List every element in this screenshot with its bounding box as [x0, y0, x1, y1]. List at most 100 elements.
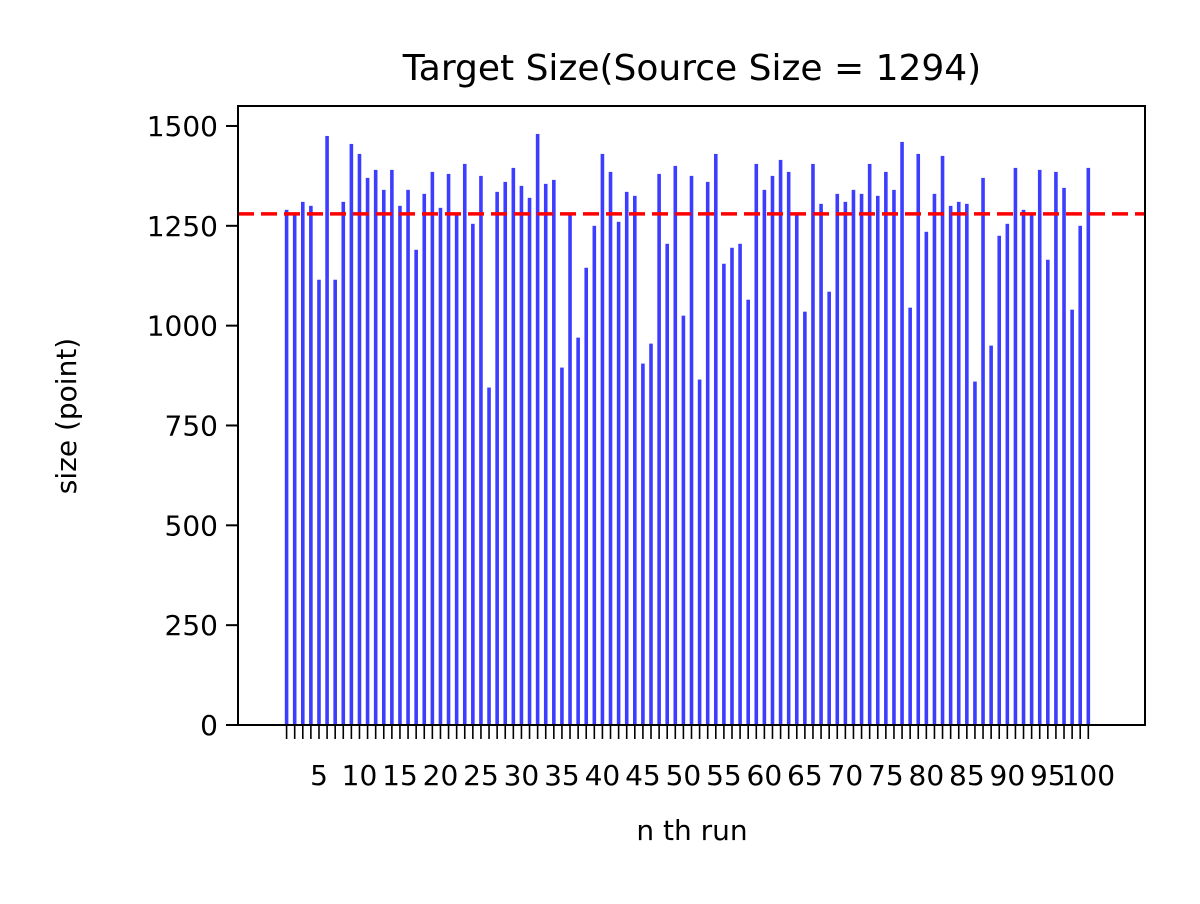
- bar-57: [738, 243, 742, 725]
- bar-75: [884, 171, 888, 725]
- bar-17: [414, 249, 418, 725]
- bar-58: [746, 299, 750, 725]
- x-tick-label-70: 70: [828, 759, 864, 792]
- bar-27: [495, 191, 499, 726]
- bar-88: [989, 345, 993, 725]
- x-tick-label-5: 5: [310, 759, 328, 792]
- bar-77: [900, 141, 904, 725]
- bar-80: [924, 231, 929, 726]
- bar-86: [973, 381, 977, 725]
- y-axis-label: size (point): [50, 338, 83, 494]
- y-tick-label-0: 0: [200, 709, 218, 742]
- bar-37: [576, 337, 580, 725]
- bars: [284, 133, 1091, 726]
- bar-59: [754, 163, 759, 725]
- x-tick-label-20: 20: [423, 759, 459, 792]
- bar-99: [1078, 225, 1083, 725]
- x-tick-label-80: 80: [909, 759, 945, 792]
- bar-5: [317, 279, 321, 725]
- x-tick-label-55: 55: [706, 759, 742, 792]
- bar-42: [616, 221, 621, 725]
- y-axis-ticks: 0 250 500 750 1000 1250 1500: [147, 110, 238, 742]
- y-tick-label-500: 500: [165, 509, 218, 542]
- bar-26: [487, 387, 491, 725]
- bar-24: [471, 223, 475, 725]
- bar-91: [1013, 167, 1018, 725]
- bar-33: [543, 183, 548, 725]
- bar-4: [309, 205, 313, 726]
- y-tick-label-250: 250: [165, 609, 218, 642]
- x-tick-label-45: 45: [625, 759, 661, 792]
- bar-10: [357, 153, 362, 726]
- bar-92: [1021, 209, 1026, 725]
- x-tick-label-60: 60: [747, 759, 783, 792]
- bar-6: [325, 135, 329, 725]
- x-tick-label-100: 100: [1062, 759, 1115, 792]
- bar-94: [1037, 169, 1042, 725]
- bar-78: [908, 307, 912, 725]
- bar-83: [948, 205, 953, 726]
- bar-30: [519, 185, 524, 725]
- bar-16: [406, 189, 410, 726]
- bar-29: [511, 167, 516, 725]
- bar-55: [722, 263, 726, 725]
- x-axis-label: n th run: [636, 814, 747, 847]
- bar-70: [843, 201, 848, 726]
- bar-47: [657, 173, 661, 725]
- bar-54: [713, 153, 718, 726]
- x-tick-label-25: 25: [463, 759, 499, 792]
- bar-23: [462, 163, 467, 725]
- bar-72: [859, 193, 864, 726]
- bar-3: [300, 201, 305, 726]
- x-tick-label-95: 95: [1030, 759, 1066, 792]
- bar-48: [665, 243, 670, 725]
- x-tick-label-30: 30: [504, 759, 540, 792]
- bar-96: [1054, 171, 1058, 725]
- bar-50: [681, 315, 686, 725]
- bar-76: [892, 189, 896, 726]
- bar-19: [430, 171, 435, 725]
- bar-31: [527, 197, 532, 726]
- bar-95: [1046, 259, 1050, 725]
- bar-2: [292, 213, 297, 725]
- bar-46: [649, 343, 653, 725]
- x-tick-label-85: 85: [949, 759, 985, 792]
- bar-32: [535, 133, 540, 725]
- bar-53: [705, 181, 710, 725]
- bar-45: [641, 363, 645, 725]
- plot-frame: [237, 105, 1146, 726]
- bar-43: [624, 191, 629, 726]
- bar-67: [819, 203, 823, 726]
- bar-56: [730, 247, 734, 725]
- bar-84: [956, 201, 961, 726]
- bar-11: [365, 177, 370, 725]
- bar-85: [965, 203, 969, 726]
- bar-64: [794, 213, 799, 725]
- bar-39: [592, 225, 597, 725]
- x-tick-label-90: 90: [990, 759, 1026, 792]
- bar-18: [422, 193, 427, 726]
- bar-71: [851, 189, 856, 726]
- y-tick-label-1500: 1500: [147, 110, 218, 143]
- x-tick-label-35: 35: [544, 759, 580, 792]
- bar-63: [786, 171, 791, 725]
- y-tick-label-750: 750: [165, 409, 218, 442]
- y-tick-label-1000: 1000: [147, 310, 218, 343]
- x-tick-label-15: 15: [382, 759, 418, 792]
- bar-73: [867, 163, 872, 725]
- chart-title: Target Size(Source Size = 1294): [402, 48, 981, 89]
- bar-7: [333, 279, 337, 725]
- bar-40: [600, 153, 605, 726]
- bar-28: [503, 181, 508, 725]
- bar-38: [584, 267, 589, 725]
- x-tick-label-75: 75: [868, 759, 904, 792]
- bar-79: [916, 153, 921, 726]
- bar-21: [446, 173, 451, 725]
- bar-65: [803, 311, 807, 725]
- bar-44: [633, 195, 637, 726]
- bar-20: [438, 207, 443, 726]
- bar-15: [398, 205, 402, 726]
- bar-25: [479, 175, 483, 725]
- bar-1: [284, 209, 289, 725]
